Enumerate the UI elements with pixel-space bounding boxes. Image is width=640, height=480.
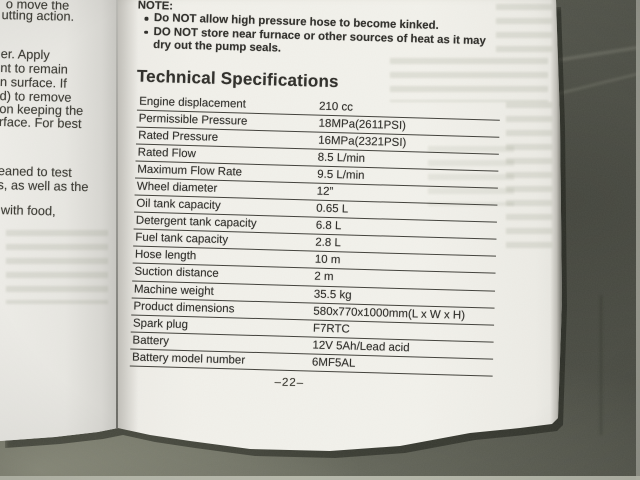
spec-value: 8.5 L/min (317, 151, 366, 166)
bullet-icon (144, 30, 148, 34)
floor-streak (600, 295, 602, 435)
spec-value: 12” (316, 185, 334, 199)
spec-label: Product dimensions (133, 300, 235, 315)
spec-value: 6.8 L (315, 219, 342, 233)
spec-label: Suction distance (134, 266, 219, 281)
right-page-content: NOTE: Do NOT allow high pressure hose to… (106, 0, 554, 451)
spec-value: 10 m (314, 254, 341, 267)
text-fragment: utting action. (1, 7, 75, 24)
spec-label: Permissible Pressure (138, 112, 248, 128)
section-title: Technical Specifications (136, 66, 340, 92)
spec-label: Engine displacement (139, 95, 247, 111)
spec-value: 12V 5Ah/Lead acid (312, 339, 410, 354)
spec-value: 6MF5AL (311, 356, 356, 370)
spec-label: Rated Pressure (138, 129, 219, 144)
text-fragment: rface. For best (0, 114, 82, 132)
spec-value: 0.65 L (316, 202, 349, 216)
spec-label: Battery model number (131, 351, 246, 367)
floor-bottom-strip (0, 476, 640, 480)
spec-label: Machine weight (133, 283, 214, 298)
left-page-text: o move the utting action. er. Apply nt t… (0, 0, 114, 433)
note-block: NOTE: Do NOT allow high pressure hose to… (137, 0, 548, 63)
spec-value: 9.5 L/min (317, 168, 365, 183)
spec-value: 2.8 L (315, 236, 342, 250)
spec-value: 18MPa(2611PSI) (318, 117, 407, 133)
page-number: –22– (274, 376, 305, 390)
spec-value: F7RTC (312, 322, 350, 336)
spec-label: Detergent tank capacity (135, 214, 257, 231)
spec-label: Battery (132, 334, 170, 348)
spec-value: 2 m (314, 271, 334, 284)
text-fragment: s, as well as the (0, 176, 89, 195)
spec-table: Engine displacement 210 cc Permissible P… (129, 93, 501, 377)
spec-label: Spark plug (132, 317, 189, 331)
spec-label: Wheel diameter (136, 180, 218, 196)
spec-label: Hose length (134, 248, 197, 263)
spec-label: Oil tank capacity (136, 197, 221, 213)
spec-value: 16MPa(2321PSI) (317, 134, 407, 150)
floor-edge-strip (636, 0, 640, 480)
spec-label: Fuel tank capacity (135, 231, 229, 247)
spec-value: 35.5 kg (313, 288, 352, 302)
spec-label: Maximum Flow Rate (137, 163, 243, 179)
spec-label: Rated Flow (137, 146, 197, 161)
spec-value: 210 cc (318, 100, 354, 114)
bullet-icon (144, 16, 149, 21)
text-fragment: with food, (0, 202, 56, 219)
spec-value: 580x770x1000mm(L x W x H) (313, 305, 466, 322)
